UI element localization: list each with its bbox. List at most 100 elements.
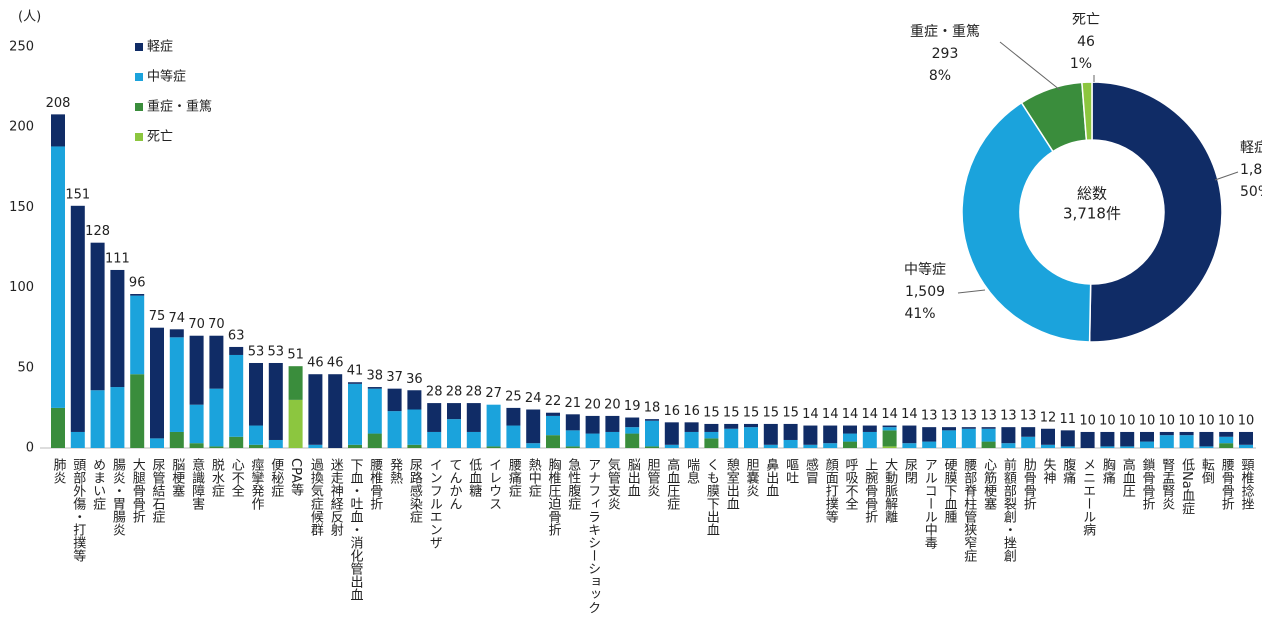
bar-segment: [110, 387, 125, 448]
bar-segment: [981, 441, 996, 448]
bar-segment: [645, 420, 659, 447]
slice-percent: 1%: [1070, 56, 1092, 72]
bar-segment: [1239, 444, 1253, 448]
x-tick-label: インフルエンザ: [427, 458, 443, 549]
bar-segment: [546, 415, 560, 436]
x-tick-label: 低Na血症: [1179, 458, 1195, 515]
bar-segment: [1041, 444, 1055, 448]
slice-value: 1,509: [905, 284, 945, 300]
bar-segment: [308, 444, 323, 448]
bar-segment: [427, 403, 442, 432]
legend-swatch: [135, 43, 143, 51]
bar-segment: [1021, 427, 1036, 437]
bar-segment: [1100, 431, 1115, 447]
center-title: 総数: [1077, 185, 1107, 203]
bar-segment: [209, 446, 224, 448]
x-tick-label: 過換気症候群: [308, 458, 324, 536]
x-tick-label: 尿路感染症: [407, 458, 423, 523]
bar-segment: [486, 446, 501, 448]
y-tick-label: 0: [26, 441, 34, 456]
total-label: 15: [782, 405, 799, 420]
total-label: 27: [485, 386, 502, 401]
legend-swatch: [135, 103, 143, 111]
x-tick-label: 尿管結石症: [150, 458, 166, 523]
y-tick-label: 50: [17, 360, 34, 375]
total-label: 37: [386, 370, 403, 385]
bar-segment: [1041, 428, 1055, 445]
bar-segment: [585, 415, 600, 434]
x-tick-label: 尿閉: [902, 458, 918, 485]
legend-swatch: [135, 133, 143, 141]
bar-segment: [803, 444, 818, 448]
bar-segment: [209, 335, 224, 389]
bar-segment: [328, 374, 343, 448]
bar-segment: [783, 423, 798, 440]
bar-segment: [1100, 446, 1115, 448]
total-label: 14: [802, 407, 819, 422]
bar-segment: [902, 443, 917, 448]
x-tick-label: 転倒: [1199, 458, 1215, 485]
total-label: 13: [921, 409, 938, 424]
total-label: 14: [862, 407, 879, 422]
bar-segment: [506, 425, 521, 448]
total-label: 10: [1238, 413, 1255, 428]
bar-segment: [466, 403, 481, 432]
bar-segment: [427, 431, 442, 448]
total-label: 24: [525, 391, 542, 406]
bar-segment: [823, 425, 838, 444]
y-tick-label: 200: [9, 120, 34, 135]
total-label: 96: [129, 276, 146, 291]
total-label: 28: [426, 385, 443, 400]
bar-segment: [288, 399, 303, 448]
x-tick-label: めまい症: [90, 458, 106, 510]
bar-segment: [922, 441, 937, 448]
x-tick-label: 胸痛: [1100, 458, 1116, 485]
bar-segment: [803, 425, 818, 445]
x-tick-label: 失神: [1041, 458, 1057, 484]
bar-segment: [90, 390, 105, 448]
bar-segment: [169, 337, 184, 432]
x-tick-label: 胆嚢炎: [744, 458, 760, 497]
legend-label: 軽症: [147, 40, 173, 55]
bar-segment: [189, 404, 204, 444]
bar-segment: [1140, 431, 1154, 442]
bar-segment: [288, 366, 303, 400]
bar-segment: [684, 431, 699, 448]
total-label: 10: [1159, 413, 1176, 428]
bar-segment: [229, 346, 244, 355]
bar-segment: [189, 443, 204, 448]
x-tick-label: 呼吸不全: [843, 458, 859, 510]
bar-segment: [843, 441, 857, 448]
bar-segment: [882, 446, 897, 448]
bar-segment: [744, 423, 758, 428]
bar-segment: [466, 431, 481, 448]
slice-value: 293: [932, 46, 959, 62]
y-tick-label: 100: [9, 280, 34, 295]
bar-segment: [1219, 443, 1234, 448]
donut-slice: [1081, 81, 1093, 142]
total-label: 20: [604, 397, 621, 412]
x-tick-label: くも膜下出血: [704, 458, 720, 536]
x-tick-label: 腰痛症: [506, 458, 522, 497]
bar-segment: [90, 242, 105, 391]
slice-name: 中等症: [904, 261, 946, 278]
total-label: 28: [446, 385, 463, 400]
bar-segment: [387, 388, 402, 412]
total-label: 14: [842, 407, 859, 422]
x-tick-label: 胆管炎: [645, 458, 661, 497]
bar-segment: [704, 423, 719, 432]
x-tick-label: 憩室出血: [724, 457, 740, 510]
bar-segment: [645, 419, 659, 421]
x-tick-label: 心筋梗塞: [981, 458, 997, 510]
leader-line: [999, 41, 1061, 91]
bar-segment: [51, 146, 65, 408]
bar-segment: [189, 335, 204, 405]
bar-segment: [961, 427, 976, 429]
bar-segment: [367, 387, 382, 389]
bar-segment: [229, 354, 244, 437]
total-label: 63: [228, 328, 245, 343]
bar-segment: [407, 409, 422, 445]
bar-segment: [249, 425, 263, 445]
bar-segment: [664, 422, 679, 445]
